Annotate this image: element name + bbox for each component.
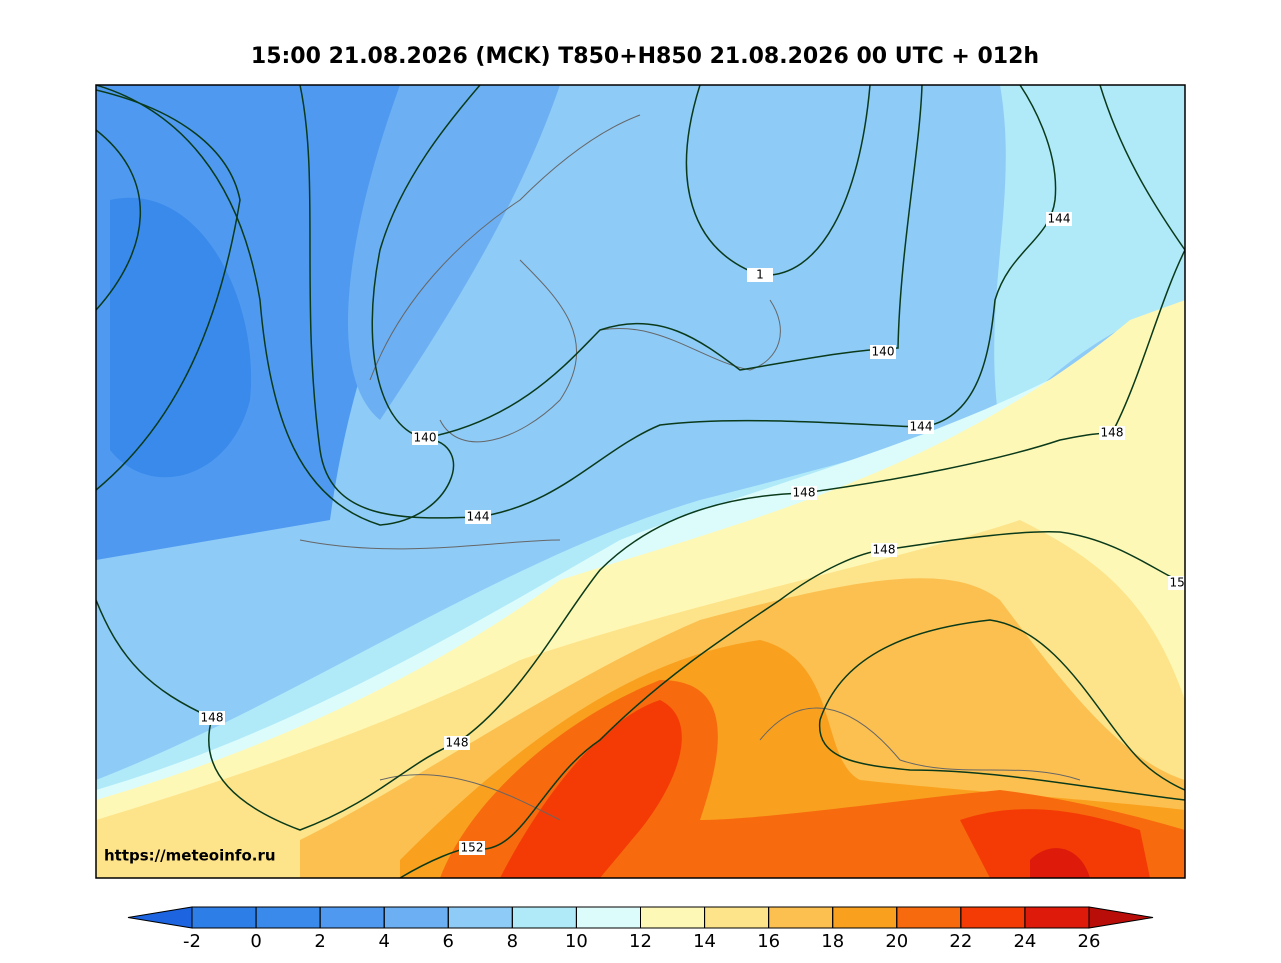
field [110,197,252,478]
contour-label: 148 [873,543,896,557]
label-bg [871,543,897,557]
colorbar: -2 0 2 4 6 8 10 12 14 16 18 20 22 24 26 [127,906,1154,952]
colorbar-tick-label: 16 [757,931,780,952]
colorbar-segment [383,906,449,929]
contour-label: 1 [756,268,764,282]
colorbar-extend [1088,906,1154,929]
colorbar-tick-label: 24 [1013,931,1036,952]
contour-label: 148 [1101,426,1124,440]
contour-label: 144 [467,510,490,524]
contour-label: 140 [414,431,437,445]
contour-label: 152 [461,841,484,855]
contour [96,89,241,491]
colorbar-tick-label: 10 [565,931,588,952]
field [960,809,1150,878]
contour-labels: 1361401401441441441481481481481481521521 [199,212,1193,855]
contour [96,85,481,526]
colorbar-tick-label: 4 [378,931,389,952]
label-bg [199,711,225,725]
colorbar-tick-label: -2 [183,931,201,952]
label-bg [1046,212,1072,226]
watermark: https://meteoinfo.ru [104,847,276,865]
contour [399,531,1185,878]
colorbar-tick-label: 26 [1078,931,1101,952]
colorbar-segment [704,906,770,929]
colorbar-segment [191,906,257,929]
contour-label: 148 [201,711,224,725]
colorbar-segment [511,906,577,929]
colorbar-tick-label: 14 [693,931,716,952]
map: 1361401401441441441481481481481481521521… [96,85,1193,878]
colorbar-segment [960,906,1026,929]
label-bg [1099,426,1125,440]
label-bg [459,841,485,855]
colorbar-tick-label: 6 [443,931,454,952]
field [347,85,560,420]
contour-label: 152 [1170,576,1193,590]
field [500,700,682,878]
colorbar-segment [832,906,898,929]
label-bg [791,486,817,500]
contour [424,85,923,439]
colorbar-extend [127,906,193,929]
contour-label: 144 [910,420,933,434]
colorbar-segment [255,906,321,929]
contour [96,85,1185,831]
label-bg [870,345,896,359]
colorbar-tick-label: 22 [949,931,972,952]
colorbar-tick-label: 18 [821,931,844,952]
contour [299,85,1057,519]
contour [819,619,1185,801]
contour-label: 140 [872,345,895,359]
contour-label: 148 [793,486,816,500]
label-bg [412,431,438,445]
label-bg [747,268,773,282]
title: 15:00 21.08.2026 (MCK) T850+H850 21.08.2… [251,44,1039,69]
field [994,85,1185,430]
label-bg [1168,576,1185,590]
colorbar-segment [1024,906,1090,929]
colorbar-segment [768,906,834,929]
colorbar-segment [447,906,513,929]
colorbar-tick-label: 20 [885,931,908,952]
contour-label: 148 [446,736,469,750]
colorbar-segment [575,906,642,929]
label-bg [444,736,470,750]
colorbar-segment [319,906,385,929]
field [1030,848,1090,878]
colorbar-segment [896,906,962,929]
colorbar-tick-label: 8 [507,931,518,952]
label-bg [908,420,934,434]
colorbar-tick-label: 12 [629,931,652,952]
colorbar-tick-label: 0 [250,931,261,952]
map-frame [95,84,1186,879]
contour-label: 144 [1048,212,1071,226]
label-bg [465,510,491,524]
colorbar-segment [640,906,706,929]
colorbar-tick-label: 2 [314,931,325,952]
